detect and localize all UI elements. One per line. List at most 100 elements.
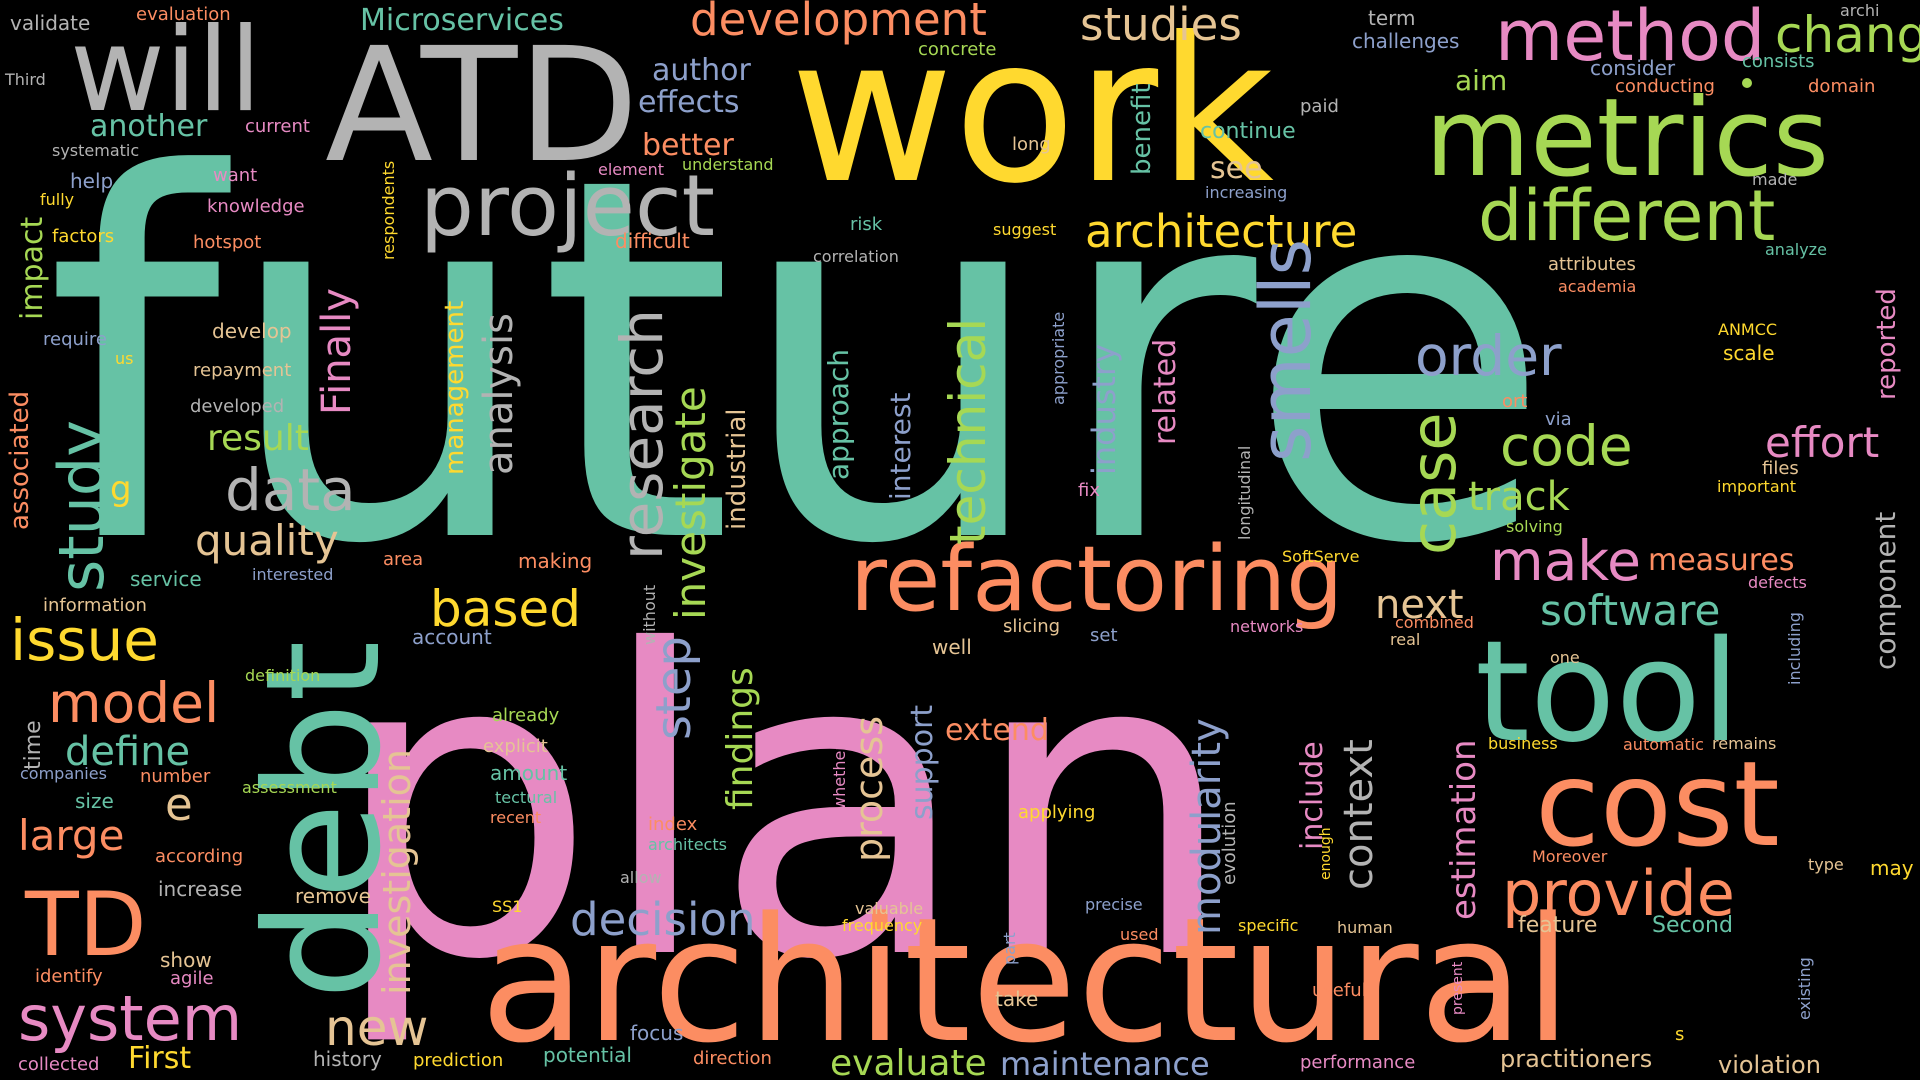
- word-part: part: [1000, 932, 1019, 965]
- word-project: project: [420, 157, 715, 256]
- word-include: include: [1295, 741, 1330, 850]
- word-take: take: [995, 987, 1038, 1011]
- word-future: future: [45, 71, 1553, 653]
- word-service: service: [130, 567, 202, 591]
- word-already: already: [492, 705, 560, 726]
- word-performance: performance: [1300, 1052, 1415, 1073]
- word-companies: companies: [20, 764, 107, 783]
- word-step: step: [646, 636, 702, 740]
- word-recent: recent: [490, 808, 541, 827]
- word-factors: factors: [52, 226, 114, 247]
- word-data: data: [225, 456, 356, 524]
- word-microservices: Microservices: [360, 3, 564, 38]
- word-softserve: SoftServe: [1282, 547, 1359, 566]
- word-hotspot: hotspot: [193, 232, 261, 253]
- word-development: development: [690, 0, 987, 46]
- word-amount: amount: [490, 761, 567, 785]
- word-third: Third: [4, 70, 46, 89]
- word-applying: applying: [1018, 802, 1095, 823]
- word-system: system: [18, 982, 242, 1055]
- word-support: support: [905, 705, 940, 820]
- word-fully: fully: [40, 190, 74, 209]
- word-business: business: [1488, 734, 1558, 753]
- word-academia: academia: [1558, 277, 1636, 296]
- word-context: context: [1336, 739, 1382, 890]
- word-term: term: [1368, 6, 1416, 30]
- word-help: help: [70, 169, 113, 193]
- word-measures: measures: [1648, 543, 1794, 578]
- word-knowledge: knowledge: [207, 196, 305, 217]
- word-whether: whether: [830, 744, 849, 810]
- word-increasing: increasing: [1205, 183, 1287, 202]
- word-conducting: conducting: [1615, 76, 1715, 97]
- word-long: long: [1012, 134, 1051, 155]
- word-different: different: [1478, 175, 1775, 257]
- word-agile: agile: [170, 968, 214, 989]
- word-industrial: industrial: [722, 409, 752, 531]
- word-process: process: [847, 716, 891, 862]
- word-show: show: [160, 948, 212, 972]
- word-account: account: [412, 625, 492, 649]
- word-time: time: [21, 720, 46, 770]
- word-s: s: [1675, 1024, 1684, 1045]
- word-present: present: [1450, 961, 1466, 1015]
- word-result: result: [207, 418, 309, 459]
- word-allow: allow: [620, 868, 662, 887]
- word-approach: approach: [822, 349, 855, 480]
- word-aim: aim: [1455, 64, 1507, 97]
- word-study: study: [45, 420, 118, 592]
- word-extend: extend: [945, 713, 1049, 748]
- word-next: next: [1375, 582, 1464, 628]
- word-define: define: [65, 729, 190, 775]
- word-work: work: [790, 0, 1274, 228]
- word-area: area: [383, 549, 423, 570]
- word-risk: risk: [850, 214, 883, 235]
- word-maintenance: maintenance: [1000, 1045, 1210, 1080]
- word-first: First: [128, 1041, 191, 1076]
- word-better: better: [642, 128, 734, 163]
- word-fix: fix: [1078, 480, 1100, 501]
- word-assessment: assessment: [242, 778, 337, 797]
- word-may: may: [1870, 856, 1914, 880]
- word-g: g: [110, 469, 132, 509]
- word-human: human: [1337, 918, 1393, 937]
- word-number: number: [140, 766, 211, 787]
- word-smells: smells: [1245, 239, 1327, 462]
- word-difficult: difficult: [615, 229, 690, 253]
- word-code: code: [1500, 414, 1633, 478]
- word-findings: findings: [720, 667, 761, 810]
- word-index: index: [648, 814, 698, 835]
- word-ort: ort: [1502, 391, 1527, 412]
- word-plan: plan: [330, 563, 1237, 1052]
- word-case: case: [1397, 412, 1470, 555]
- dot-mark: [1742, 78, 1752, 88]
- word-e: e: [165, 778, 193, 831]
- word-second: Second: [1652, 913, 1733, 938]
- word-enough: enough: [1318, 827, 1334, 880]
- word-definition: definition: [245, 666, 320, 685]
- word-making: making: [518, 549, 592, 573]
- word-quality: quality: [195, 516, 339, 565]
- word-tool: tool: [1475, 611, 1740, 774]
- word-developed: developed: [190, 396, 284, 417]
- word-investigate: investigate: [666, 386, 715, 620]
- word-concrete: concrete: [918, 39, 996, 60]
- word-element: element: [598, 160, 664, 179]
- word-another: another: [90, 109, 208, 144]
- word-studies: studies: [1080, 0, 1242, 51]
- word-one: one: [1550, 648, 1580, 667]
- word-networks: networks: [1230, 617, 1303, 636]
- word-important: important: [1717, 477, 1796, 496]
- word-remains: remains: [1712, 734, 1776, 753]
- word-metrics: metrics: [1425, 76, 1829, 201]
- word-model: model: [48, 671, 219, 735]
- word-will: will: [70, 3, 262, 138]
- word-want: want: [213, 165, 257, 186]
- word-systematic: systematic: [52, 141, 139, 160]
- word-interested: interested: [252, 565, 333, 584]
- word-change: change: [1775, 6, 1920, 64]
- word-validate: validate: [10, 11, 90, 35]
- word-ss1: SS1: [492, 897, 523, 916]
